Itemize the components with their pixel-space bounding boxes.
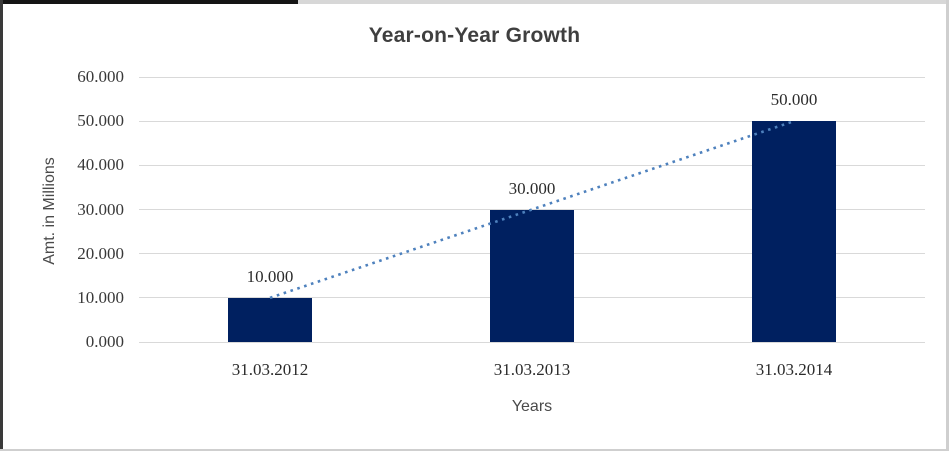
- bar-value-label-31.03.2013: 30.000: [508, 178, 556, 198]
- chart-title: Year-on-Year Growth: [368, 24, 581, 47]
- gridline-y-50: [139, 120, 925, 122]
- x-axis-title: Years: [511, 398, 553, 415]
- x-tick-label-31.03.2012: 31.03.2012: [231, 360, 309, 379]
- y-tick-label-60: 60.000: [77, 67, 124, 86]
- frame-border-bottom: [0, 449, 949, 451]
- y-tick-label-10: 10.000: [77, 287, 124, 307]
- y-tick-label-50: 50.000: [77, 111, 124, 131]
- bar-31.03.2014: [752, 121, 836, 342]
- y-tick-label-30: 30.000: [77, 199, 124, 219]
- frame-border-right: [946, 0, 949, 451]
- bar-value-label-31.03.2012: 10.000: [246, 266, 294, 286]
- bar-31.03.2012: [228, 297, 312, 342]
- y-tick-label-40: 40.000: [77, 155, 124, 175]
- gridline-y-40: [139, 164, 925, 166]
- x-tick-label-31.03.2013: 31.03.2013: [493, 360, 571, 379]
- y-tick-label-0: 0.000: [85, 332, 124, 351]
- frame-border-top-light: [298, 0, 949, 4]
- frame-border-top-dark: [0, 0, 298, 4]
- gridline-y-0: [139, 341, 925, 343]
- y-tick-label-20: 20.000: [77, 243, 124, 263]
- plot-area: 10.000 30.000 50.000: [139, 76, 925, 343]
- bar-31.03.2013: [490, 209, 574, 342]
- gridline-y-60: [139, 76, 925, 78]
- trendline-layer: [269, 119, 795, 300]
- bar-value-label-31.03.2014: 50.000: [770, 90, 818, 110]
- frame-border-left: [0, 0, 3, 451]
- trendline: [269, 119, 795, 300]
- x-tick-label-31.03.2014: 31.03.2014: [755, 360, 833, 379]
